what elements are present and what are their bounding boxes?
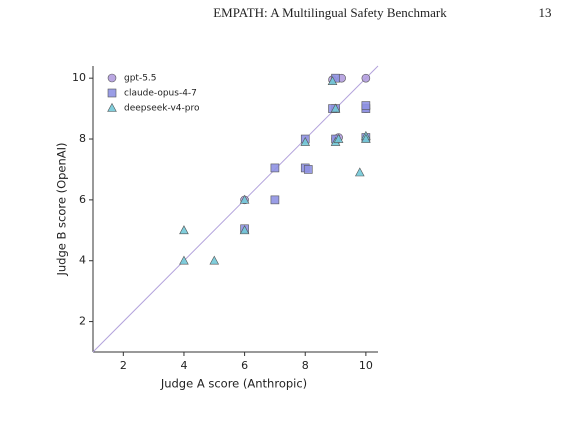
- legend-label: claude-opus-4-7: [124, 89, 197, 99]
- point: [355, 167, 365, 177]
- y-tick-label: 6: [79, 193, 86, 206]
- point: [361, 101, 371, 110]
- legend-label: gpt-5.5: [124, 74, 157, 84]
- y-axis-label: Judge B score (OpenAI): [55, 142, 69, 276]
- point: [209, 255, 220, 265]
- x-axis-label: Judge A score (Anthropic): [160, 377, 307, 391]
- y-tick-label: 2: [79, 315, 86, 328]
- y-tick-label: 8: [79, 132, 86, 145]
- legend-marker: [107, 102, 117, 112]
- point: [330, 103, 341, 113]
- point: [239, 225, 250, 235]
- x-tick-label: 6: [241, 359, 248, 372]
- point: [270, 195, 280, 205]
- point: [239, 194, 250, 204]
- point: [179, 255, 189, 265]
- running-title: EMPATH: A Multilingual Safety Benchmark: [213, 5, 447, 20]
- point: [300, 136, 311, 146]
- diagonal: [92, 65, 379, 353]
- x-tick-label: 2: [120, 359, 127, 372]
- point: [333, 133, 344, 143]
- point: [361, 133, 371, 143]
- legend-marker: [107, 73, 117, 83]
- point: [303, 165, 313, 174]
- x-tick-label: 8: [302, 359, 309, 372]
- x-tick-label: 10: [359, 359, 373, 372]
- y-tick-label: 10: [72, 71, 86, 84]
- y-tick-label: 4: [79, 254, 86, 267]
- x-tick-label: 4: [180, 359, 187, 372]
- point: [327, 76, 338, 86]
- legend-marker: [107, 88, 117, 98]
- point: [361, 73, 371, 83]
- legend-label: deepseek-v4-pro: [124, 104, 200, 114]
- point: [179, 225, 189, 235]
- point: [270, 163, 280, 173]
- page-number: 13: [539, 5, 552, 20]
